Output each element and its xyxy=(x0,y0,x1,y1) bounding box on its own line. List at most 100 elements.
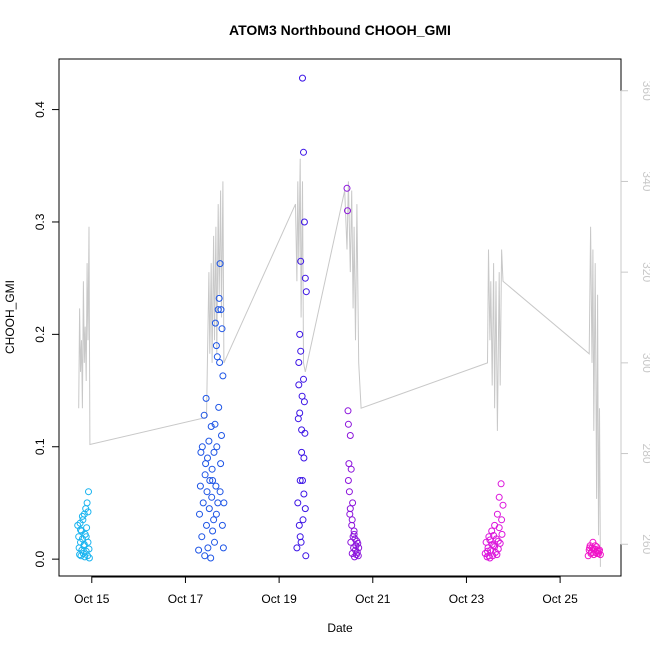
data-point xyxy=(296,330,304,338)
data-point xyxy=(300,398,308,406)
data-point xyxy=(493,551,501,559)
data-point xyxy=(302,288,310,296)
x-axis-label: Date xyxy=(327,621,353,635)
data-point xyxy=(295,381,303,389)
data-point xyxy=(198,443,206,451)
data-point xyxy=(297,347,305,355)
x-tick-label: Oct 17 xyxy=(168,592,204,606)
data-point xyxy=(212,510,220,518)
data-point xyxy=(297,538,305,546)
data-point xyxy=(217,460,225,468)
data-point xyxy=(203,521,210,529)
x-tick-label: Oct 15 xyxy=(74,592,110,606)
data-point xyxy=(498,530,506,538)
data-point xyxy=(216,488,224,496)
data-point xyxy=(346,510,354,518)
data-point xyxy=(346,432,354,439)
data-point xyxy=(302,552,310,560)
data-point xyxy=(211,319,219,327)
data-point xyxy=(296,533,304,541)
data-point xyxy=(80,541,88,548)
right-y-tick-label: 260 xyxy=(640,534,650,554)
data-point xyxy=(498,516,506,524)
data-point xyxy=(294,499,302,507)
secondary-line-group xyxy=(78,158,601,567)
data-point xyxy=(201,471,209,479)
data-point xyxy=(296,477,304,484)
data-point xyxy=(195,546,203,554)
data-point xyxy=(496,539,504,547)
data-point xyxy=(300,218,308,226)
data-point xyxy=(85,488,92,496)
data-point xyxy=(77,526,84,534)
data-point xyxy=(206,477,214,484)
data-point xyxy=(78,546,86,554)
x-tick-label: Oct 23 xyxy=(449,592,485,606)
data-point xyxy=(301,274,309,282)
right-y-tick-label: 360 xyxy=(640,81,650,101)
data-point xyxy=(219,544,227,552)
data-point xyxy=(495,524,503,532)
data-point xyxy=(353,548,361,556)
data-point xyxy=(354,552,362,560)
data-point xyxy=(204,454,211,462)
data-point xyxy=(300,454,308,462)
data-point xyxy=(202,394,210,402)
data-point xyxy=(202,460,210,468)
data-point xyxy=(301,505,309,513)
y-tick-label: 0.0 xyxy=(33,550,47,567)
data-point xyxy=(214,499,222,507)
plot-frame xyxy=(58,58,622,577)
y-tick-label: 0.4 xyxy=(33,101,47,118)
data-point xyxy=(197,448,205,456)
data-point xyxy=(481,550,489,557)
data-point xyxy=(490,532,498,539)
data-point xyxy=(493,510,501,518)
data-point xyxy=(218,325,226,333)
data-point xyxy=(494,537,502,545)
data-point xyxy=(350,530,358,538)
data-point xyxy=(298,448,306,456)
data-point xyxy=(207,554,215,562)
data-point xyxy=(297,257,305,265)
data-point xyxy=(595,547,603,555)
data-points xyxy=(74,74,604,562)
data-point xyxy=(591,542,599,550)
data-point xyxy=(345,488,353,496)
data-point xyxy=(348,521,356,529)
data-point xyxy=(343,184,351,192)
data-point xyxy=(293,544,301,552)
data-point xyxy=(301,429,309,437)
secondary-series-line xyxy=(78,158,601,567)
data-point xyxy=(215,403,223,411)
data-point xyxy=(218,521,226,529)
data-point xyxy=(348,516,356,524)
data-point xyxy=(216,359,224,366)
data-point xyxy=(210,448,218,456)
data-point xyxy=(84,552,92,560)
data-point xyxy=(217,306,225,314)
data-point xyxy=(350,527,358,535)
data-point xyxy=(490,542,498,550)
data-point xyxy=(196,510,203,518)
data-point xyxy=(349,499,357,507)
chart-title: ATOM3 Northbound CHOOH_GMI xyxy=(229,22,451,38)
x-tick-label: Oct 19 xyxy=(261,592,297,606)
data-point xyxy=(497,480,505,488)
data-point xyxy=(299,74,306,82)
data-point xyxy=(219,372,227,380)
data-point xyxy=(345,460,353,468)
y-tick-label: 0.3 xyxy=(33,213,47,230)
data-point xyxy=(212,342,220,350)
x-tick-label: Oct 21 xyxy=(355,592,391,606)
data-point xyxy=(199,499,207,507)
right-y-tick-label: 320 xyxy=(640,262,650,282)
data-point xyxy=(344,420,352,428)
x-axis: Oct 15 Oct 17 Oct 19 Oct 21 Oct 23 Oct 25 xyxy=(74,576,578,606)
data-point xyxy=(211,538,218,546)
data-point xyxy=(299,516,307,524)
data-point xyxy=(201,552,209,560)
data-point xyxy=(218,432,225,439)
data-point xyxy=(205,505,213,513)
data-point xyxy=(200,411,208,419)
